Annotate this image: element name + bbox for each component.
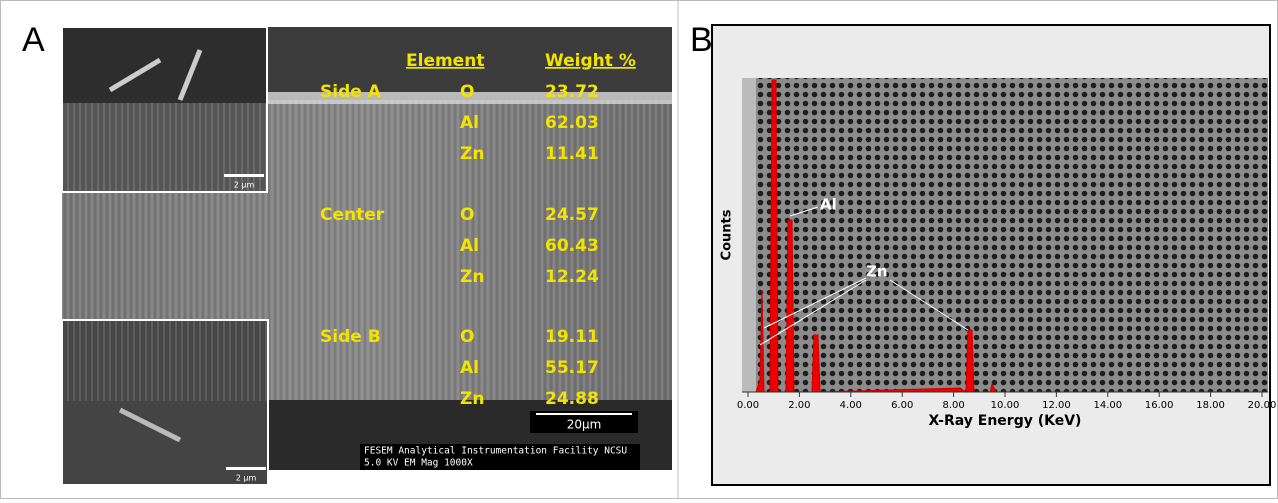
element: Zn: [460, 267, 484, 287]
x-tick-label: 20.00: [1248, 400, 1277, 411]
weight: 24.57: [545, 205, 599, 225]
sem-background: [742, 78, 1268, 392]
x-tick-label: 14.00: [1093, 400, 1122, 411]
weight: 11.41: [545, 144, 599, 164]
weight: 62.03: [545, 113, 599, 133]
weight: 55.17: [545, 358, 599, 378]
y-axis-label: Counts: [720, 209, 735, 260]
weight: 23.72: [545, 82, 599, 102]
element: Al: [460, 358, 479, 378]
element: O: [460, 205, 474, 225]
inset-top: [61, 26, 268, 193]
weight: 12.24: [545, 267, 599, 287]
element: O: [460, 327, 474, 347]
axis-strip: [742, 78, 756, 392]
x-tick-label: 2.00: [788, 400, 810, 411]
group-name: Side A: [320, 82, 382, 102]
scale-bar-box: [530, 411, 638, 433]
weight: 60.43: [545, 236, 599, 256]
pointer: [789, 206, 819, 217]
x-tick-label: 12.00: [1042, 400, 1071, 411]
weight: 24.88: [545, 389, 599, 409]
panel-label: A: [22, 21, 45, 59]
inset-scale: 2 μm: [236, 474, 257, 483]
x-tick-label: 16.00: [1145, 400, 1174, 411]
x-axis-label: X-Ray Energy (KeV): [929, 413, 1082, 429]
x-tick-label: 0.00: [737, 400, 759, 411]
weight: 19.11: [545, 327, 599, 347]
caption: 5.0 KV EM Mag 1000X: [364, 458, 473, 469]
scale-label: 20μm: [567, 418, 602, 432]
inset-scale: 2 μm: [234, 181, 255, 190]
table-header: Weight %: [545, 51, 636, 71]
group-name: Side B: [320, 327, 381, 347]
composition-table: Side A O 23.72 Al 62.03 Zn 11.41 Center O 24.57 Al…: [320, 82, 599, 409]
pointer: [763, 277, 867, 329]
pointer: [759, 279, 867, 346]
group-name: Center: [320, 205, 385, 225]
element: Zn: [460, 144, 484, 164]
element: Zn: [460, 389, 484, 409]
x-tick-label: 4.00: [840, 400, 862, 411]
x-tick-label: 8.00: [942, 400, 964, 411]
peak-label: Zn: [866, 263, 888, 281]
element: Al: [460, 236, 479, 256]
table-header: Element: [406, 51, 484, 71]
x-tick-label: 18.00: [1196, 400, 1225, 411]
caption: FESEM Analytical Instrumentation Facilit…: [364, 446, 627, 457]
inset-bottom: [61, 319, 269, 486]
x-tick-label: 10.00: [991, 400, 1020, 411]
scale-bar: [536, 413, 632, 415]
caption-box: [360, 444, 640, 470]
pointer: [889, 279, 969, 331]
x-tick-label: 6.00: [891, 400, 913, 411]
peak-label: Al: [820, 196, 837, 214]
panel-label: B: [690, 21, 713, 59]
x-ticks: 0.00 2.00 4.00 6.00 8.00 10.00 12.00 14.00 16.00…: [737, 392, 1276, 411]
element: Al: [460, 113, 479, 133]
element: O: [460, 82, 474, 102]
